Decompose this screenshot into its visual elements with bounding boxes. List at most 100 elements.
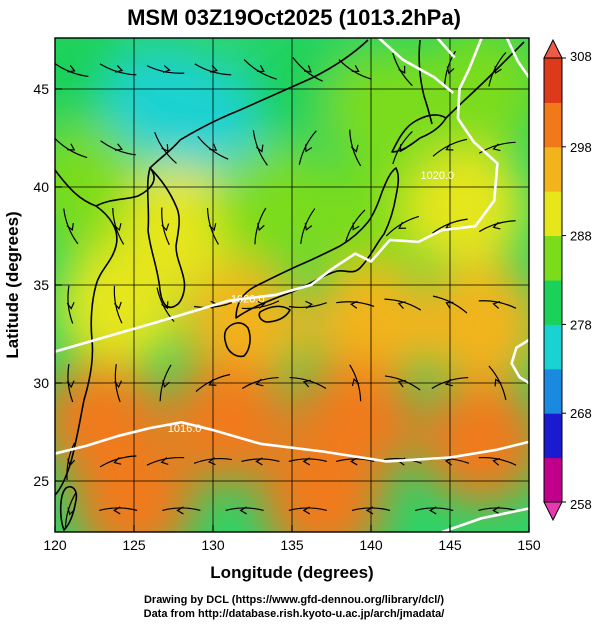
streamline-10 [55, 137, 88, 159]
contour-label-1: 1020.0 [231, 294, 265, 306]
streamline-34 [241, 300, 280, 310]
streamline-arrowhead-41 [114, 380, 123, 389]
streamline-27 [385, 215, 420, 237]
streamline-arrowhead-14 [256, 144, 264, 153]
streamline-arrowhead-36 [350, 300, 358, 309]
streamline-14 [252, 130, 268, 166]
x-tick-label-150: 150 [517, 537, 541, 553]
x-tick-label-140: 140 [359, 537, 383, 553]
streamline-23 [206, 207, 219, 245]
field-sample-11 [56, 242, 181, 367]
streamline-arrowhead-64 [302, 506, 311, 515]
x-tick-label-135: 135 [280, 537, 304, 553]
streamline-5 [292, 57, 323, 82]
streamline-36 [336, 300, 375, 309]
streamline-39 [478, 300, 517, 309]
streamline-arrowhead-25 [304, 222, 313, 232]
credit-line-drawing: Drawing by DCL (https://www.gfd-dennou.o… [144, 594, 444, 606]
streamline-44 [241, 376, 279, 389]
streamline-47 [384, 375, 421, 391]
field-sample-14 [419, 262, 529, 387]
streamline-arrowhead-23 [208, 223, 217, 232]
streamline-arrowhead-9 [494, 65, 502, 75]
contour-label-2: 1016.0 [168, 423, 202, 435]
streamline-43 [195, 373, 231, 392]
colorbar-tick-label-258: 258 [570, 497, 592, 512]
streamline-22 [161, 207, 170, 246]
coastline-korea [146, 167, 186, 309]
streamline-arrowhead-62 [176, 506, 184, 515]
streamline-arrowhead-2 [162, 65, 171, 73]
x-tick-label-120: 120 [43, 537, 67, 553]
streamline-arrowhead-42 [162, 379, 170, 388]
streamline-13 [197, 136, 229, 160]
streamline-arrowhead-20 [66, 222, 74, 232]
streamline-66 [415, 506, 454, 515]
streamline-arrowhead-26 [352, 222, 360, 231]
contour-label-0: 1020.0 [421, 170, 455, 182]
streamline-arrowhead-55 [302, 457, 311, 466]
streamline-arrowhead-51 [113, 457, 122, 465]
streamline-61 [99, 506, 138, 515]
streamline-arrowhead-56 [350, 457, 358, 466]
streamline-51 [99, 455, 137, 468]
streamline-62 [162, 506, 201, 515]
streamline-arrowhead-40 [66, 380, 75, 389]
streamline-arrowhead-8 [446, 66, 455, 75]
y-axis-label: Latitude (degrees) [3, 211, 22, 358]
y-tick-label-45: 45 [33, 81, 49, 97]
streamline-50 [66, 442, 76, 481]
streamline-arrowhead-58 [444, 457, 453, 466]
streamline-30 [66, 285, 75, 324]
streamline-arrowhead-63 [239, 506, 247, 515]
colorbar-segment-1 [544, 413, 562, 459]
y-tick-label-30: 30 [33, 375, 49, 391]
streamline-20 [63, 208, 79, 245]
streamline-arrowhead-52 [160, 457, 169, 466]
coastline-sakhalin [418, 39, 433, 125]
coastline-bohai [95, 139, 181, 207]
colorbar-tick-label-308: 308 [570, 49, 592, 64]
streamline-arrowhead-48 [445, 378, 454, 387]
streamline-arrowhead-31 [113, 301, 122, 310]
streamline-18 [432, 138, 468, 157]
plot-area: 1020.0 1020.0 1016.0 [55, 38, 529, 532]
streamline-17 [392, 131, 413, 165]
streamline-arrowhead-24 [257, 223, 265, 232]
streamline-arrowhead-19 [492, 143, 501, 152]
streamline-arrowhead-45 [302, 379, 311, 388]
streamline-arrowhead-50 [67, 458, 76, 467]
streamline-arrowhead-34 [257, 300, 266, 309]
streamline-31 [113, 285, 123, 324]
streamline-arrowhead-65 [365, 506, 374, 515]
field-sample-8 [214, 144, 339, 269]
streamline-arrowhead-43 [208, 378, 217, 386]
streamline-35 [288, 300, 327, 309]
streamline-arrowhead-67 [492, 506, 500, 515]
streamline-arrowhead-54 [255, 457, 263, 466]
pressure-contours: 1020.0 1020.0 1016.0 [55, 38, 529, 532]
streamline-26 [344, 209, 366, 243]
streamline-65 [351, 506, 391, 515]
lat-lon-grid [55, 38, 529, 532]
streamline-arrowhead-18 [445, 143, 454, 151]
streamline-4 [243, 59, 277, 80]
streamline-arrowhead-5 [303, 65, 312, 73]
streamline-56 [336, 457, 375, 466]
coastline-shikoku [258, 305, 291, 323]
streamline-7 [392, 52, 413, 87]
streamline-arrowhead-27 [398, 221, 407, 229]
coastline-china [55, 169, 118, 496]
colorbar-segment-4 [544, 280, 562, 325]
contour-line-3 [505, 38, 529, 78]
streamline-24 [254, 207, 267, 245]
streamline-15 [298, 130, 317, 165]
streamline-59 [478, 456, 517, 466]
coastline-honshu [235, 167, 400, 319]
colorbar-bottom-triangle [543, 501, 563, 522]
contour-line-1020.0 [55, 38, 499, 353]
streamline-arrowhead-37 [397, 301, 406, 309]
streamline-arrowhead-66 [429, 506, 437, 515]
colorbar-segment-7 [544, 146, 562, 192]
streamline-arrowhead-12 [161, 144, 169, 153]
